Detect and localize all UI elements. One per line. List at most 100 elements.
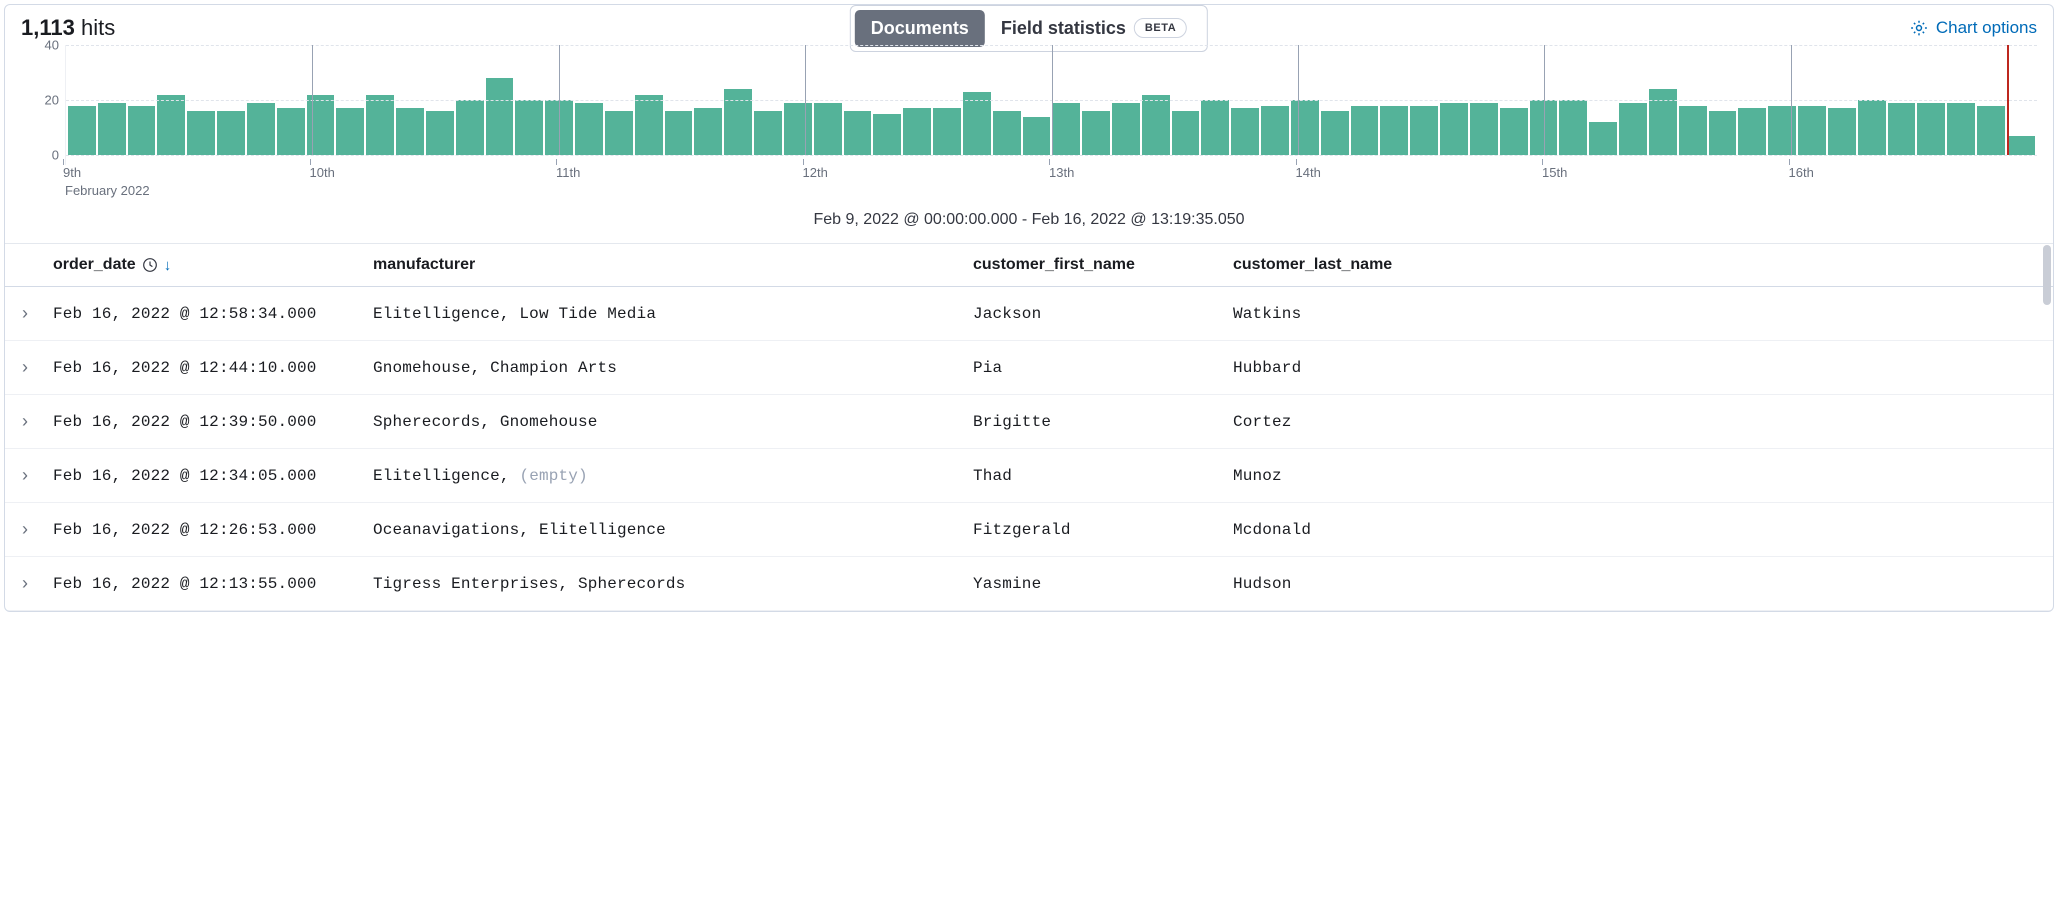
histogram-bar[interactable] (2007, 136, 2035, 155)
histogram-bar[interactable] (963, 92, 991, 155)
chart-options-label: Chart options (1936, 18, 2037, 38)
histogram-bar[interactable] (1023, 117, 1051, 156)
chart-plot[interactable] (65, 45, 2037, 165)
histogram-bar[interactable] (1261, 106, 1289, 156)
cell-manufacturer: Gnomehouse, Champion Arts (365, 341, 965, 395)
histogram-bar[interactable] (1112, 103, 1140, 155)
histogram-bar[interactable] (98, 103, 126, 155)
histogram-bar[interactable] (1947, 103, 1975, 155)
histogram-bar[interactable] (217, 111, 245, 155)
histogram-bar[interactable] (1649, 89, 1677, 155)
histogram-bar[interactable] (873, 114, 901, 155)
histogram-bar[interactable] (784, 103, 812, 155)
histogram-bar[interactable] (1291, 100, 1319, 155)
histogram-bar[interactable] (1231, 108, 1259, 155)
histogram-bar[interactable] (1172, 111, 1200, 155)
histogram-bar[interactable] (665, 111, 693, 155)
chart-options-button[interactable]: Chart options (1910, 18, 2037, 38)
scrollbar[interactable] (2043, 245, 2051, 305)
cell-manufacturer: Oceanavigations, Elitelligence (365, 503, 965, 557)
histogram-bar[interactable] (1589, 122, 1617, 155)
table-row: ›Feb 16, 2022 @ 12:13:55.000Tigress Ente… (5, 557, 2053, 611)
histogram-bar[interactable] (1142, 95, 1170, 156)
histogram-bar[interactable] (1888, 103, 1916, 155)
expand-row-icon[interactable]: › (22, 303, 28, 324)
histogram-bar[interactable] (1470, 103, 1498, 155)
histogram-bar[interactable] (1738, 108, 1766, 155)
histogram-bar[interactable] (1977, 106, 2005, 156)
expand-row-icon[interactable]: › (22, 465, 28, 486)
cell-order-date: Feb 16, 2022 @ 12:26:53.000 (45, 503, 365, 557)
cell-last-name: Munoz (1225, 449, 2053, 503)
column-manufacturer[interactable]: manufacturer (365, 244, 965, 287)
expand-row-icon[interactable]: › (22, 573, 28, 594)
histogram-bar[interactable] (1798, 106, 1826, 156)
cell-order-date: Feb 16, 2022 @ 12:58:34.000 (45, 287, 365, 341)
histogram-bar[interactable] (1858, 100, 1886, 155)
histogram-bar[interactable] (724, 89, 752, 155)
histogram-bar[interactable] (307, 95, 335, 156)
histogram-bar[interactable] (515, 100, 543, 155)
histogram-bar[interactable] (247, 103, 275, 155)
expand-row-icon[interactable]: › (22, 357, 28, 378)
histogram-bar[interactable] (694, 108, 722, 155)
histogram-bar[interactable] (1559, 100, 1587, 155)
histogram-bar[interactable] (68, 106, 96, 156)
histogram-bar[interactable] (1709, 111, 1737, 155)
histogram-bar[interactable] (157, 95, 185, 156)
histogram-bar[interactable] (486, 78, 514, 155)
histogram-bar[interactable] (1321, 111, 1349, 155)
histogram-bar[interactable] (396, 108, 424, 155)
sort-descending-icon[interactable]: ↓ (164, 257, 172, 274)
histogram-bar[interactable] (635, 95, 663, 156)
column-customer-last-name[interactable]: customer_last_name (1225, 244, 2053, 287)
histogram-bar[interactable] (605, 111, 633, 155)
histogram-bar[interactable] (1679, 106, 1707, 156)
histogram-bar[interactable] (1082, 111, 1110, 155)
y-tick: 20 (45, 93, 59, 108)
histogram-bar[interactable] (1351, 106, 1379, 156)
vline (559, 45, 560, 155)
histogram-bar[interactable] (1410, 106, 1438, 156)
tab-documents[interactable]: Documents (855, 10, 985, 47)
cell-order-date: Feb 16, 2022 @ 12:13:55.000 (45, 557, 365, 611)
histogram-bar[interactable] (844, 111, 872, 155)
histogram-bar[interactable] (426, 111, 454, 155)
histogram-bar[interactable] (277, 108, 305, 155)
histogram-bar[interactable] (128, 106, 156, 156)
histogram-bar[interactable] (933, 108, 961, 155)
x-tick: 10th (310, 165, 335, 180)
histogram-bar[interactable] (336, 108, 364, 155)
histogram-bar[interactable] (456, 100, 484, 155)
column-customer-first-name[interactable]: customer_first_name (965, 244, 1225, 287)
histogram-bar[interactable] (1201, 100, 1229, 155)
y-tick: 40 (45, 38, 59, 53)
expand-row-icon[interactable]: › (22, 411, 28, 432)
histogram-bar[interactable] (366, 95, 394, 156)
histogram-bar[interactable] (1500, 108, 1528, 155)
cell-order-date: Feb 16, 2022 @ 12:44:10.000 (45, 341, 365, 395)
tab-field-statistics[interactable]: Field statistics BETA (985, 10, 1203, 47)
column-order-date[interactable]: order_date ↓ (45, 244, 365, 287)
table-row: ›Feb 16, 2022 @ 12:58:34.000Elitelligenc… (5, 287, 2053, 341)
histogram-bar[interactable] (1052, 103, 1080, 155)
table-row: ›Feb 16, 2022 @ 12:34:05.000Elitelligenc… (5, 449, 2053, 503)
histogram-bar[interactable] (187, 111, 215, 155)
histogram-bar[interactable] (903, 108, 931, 155)
histogram-bar[interactable] (1619, 103, 1647, 155)
expand-row-icon[interactable]: › (22, 519, 28, 540)
histogram-bar[interactable] (1828, 108, 1856, 155)
histogram-bar[interactable] (1768, 106, 1796, 156)
vline (805, 45, 806, 155)
histogram-bar[interactable] (1917, 103, 1945, 155)
histogram-bar[interactable] (1440, 103, 1468, 155)
histogram-bar[interactable] (575, 103, 603, 155)
hits-count: 1,113 hits (21, 15, 115, 41)
x-tick: 16th (1789, 165, 1814, 180)
histogram-bar[interactable] (814, 103, 842, 155)
histogram-bar[interactable] (1380, 106, 1408, 156)
x-axis-sublabel: February 2022 (65, 183, 150, 198)
histogram-bar[interactable] (754, 111, 782, 155)
table-row: ›Feb 16, 2022 @ 12:39:50.000Spherecords,… (5, 395, 2053, 449)
histogram-bar[interactable] (993, 111, 1021, 155)
